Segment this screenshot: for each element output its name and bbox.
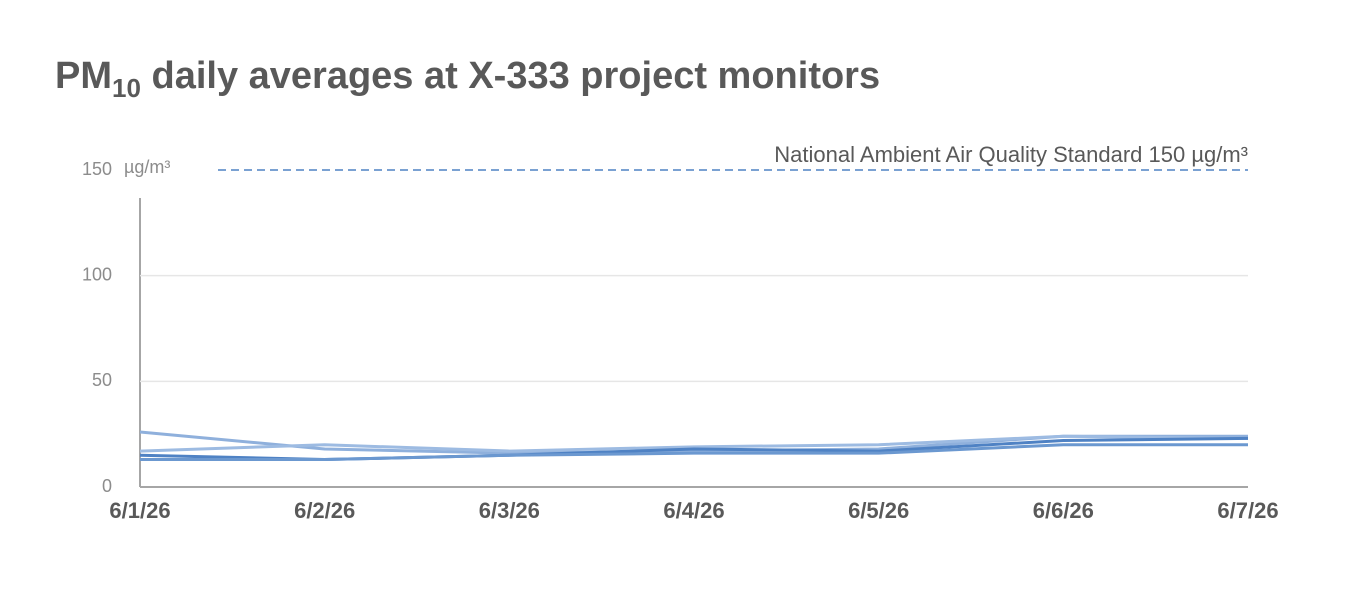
title-subscript: 10 <box>112 73 141 103</box>
x-tick-label: 6/1/26 <box>109 498 170 523</box>
y-tick-label: 150 <box>82 159 112 179</box>
series-line <box>140 443 1248 462</box>
x-tick-label: 6/4/26 <box>663 498 724 523</box>
x-tick-label: 6/2/26 <box>294 498 355 523</box>
y-unit-label: µg/m³ <box>124 157 170 177</box>
series-line <box>139 436 1249 462</box>
y-tick-label: 50 <box>92 370 112 390</box>
x-tick-label: 6/5/26 <box>848 498 909 523</box>
y-tick-label: 100 <box>82 264 112 284</box>
x-tick-label: 6/6/26 <box>1033 498 1094 523</box>
chart-title: PM10 daily averages at X-333 project mon… <box>55 55 880 103</box>
reference-label: National Ambient Air Quality Standard 15… <box>774 142 1248 167</box>
series-line <box>139 434 1249 453</box>
title-rest: daily averages at X-333 project monitors <box>141 55 880 97</box>
y-tick-label: 0 <box>102 476 112 496</box>
x-tick-label: 6/3/26 <box>479 498 540 523</box>
x-tick-label: 6/7/26 <box>1217 498 1278 523</box>
title-main: PM <box>55 55 112 97</box>
